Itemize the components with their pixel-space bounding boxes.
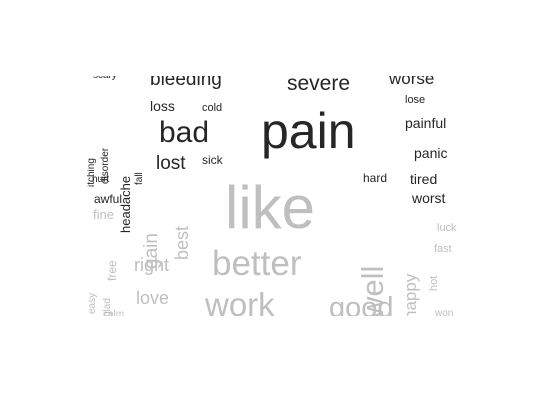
word-painful: painful xyxy=(405,115,447,131)
word-cold: cold xyxy=(202,102,223,114)
word-worst: worst xyxy=(412,190,446,206)
word-awful: awful xyxy=(94,192,123,206)
word-lost: lost xyxy=(156,153,186,174)
word-like: like xyxy=(225,174,316,241)
word-lose: lose xyxy=(405,94,426,106)
word-sick: sick xyxy=(202,153,223,167)
word-pain: pain xyxy=(261,103,356,159)
word-fast: fast xyxy=(434,243,452,255)
word-bleeding: bleeding xyxy=(150,76,222,90)
word-gain: gain xyxy=(141,233,162,269)
word-well: well xyxy=(355,265,390,316)
word-loss: loss xyxy=(150,98,175,114)
word-hot: hot xyxy=(428,275,440,291)
word-panic: panic xyxy=(414,145,448,161)
word-love: love xyxy=(136,288,170,308)
word-happy: happy xyxy=(401,273,420,316)
word-hard: hard xyxy=(363,171,388,185)
word-work: work xyxy=(205,286,275,316)
word-tired: tired xyxy=(410,171,438,187)
word-better: better xyxy=(212,244,302,283)
word-fine: fine xyxy=(93,207,114,222)
word-hurt: hurt xyxy=(92,174,110,185)
word-severe: severe xyxy=(287,76,351,95)
word-cloud: pain like better work good well bad seve… xyxy=(87,76,464,316)
word-fall: fall xyxy=(134,172,145,185)
word-right: right xyxy=(134,255,170,275)
word-scary: scary xyxy=(93,76,117,81)
word-free: free xyxy=(105,260,119,281)
word-good: good xyxy=(329,292,394,317)
word-worse: worse xyxy=(389,76,435,88)
word-best: best xyxy=(172,225,192,260)
word-won: won xyxy=(435,308,454,317)
word-easy: easy xyxy=(87,292,98,314)
word-calm: calm xyxy=(103,309,125,317)
word-luck: luck xyxy=(437,222,457,234)
word-bad: bad xyxy=(159,116,210,149)
